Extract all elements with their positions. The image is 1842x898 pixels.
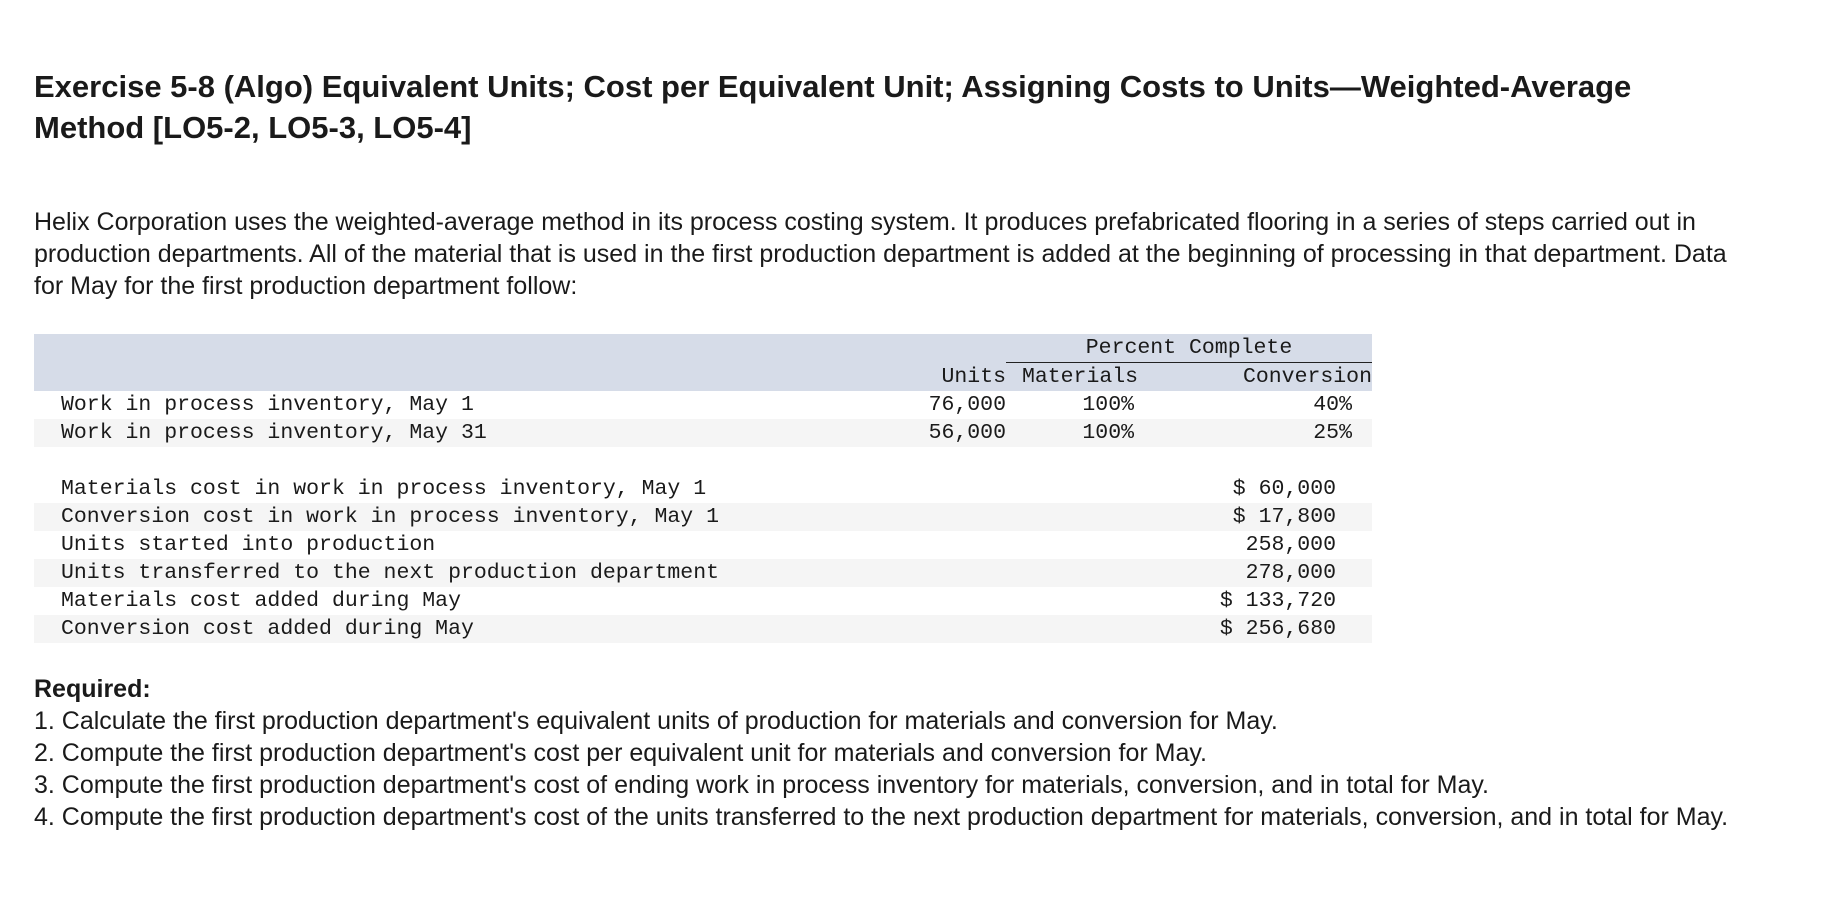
row-value: $ 17,800: [1154, 503, 1372, 531]
units-column-header: Units: [896, 362, 1006, 391]
required-item: 4. Compute the first production departme…: [34, 803, 1729, 831]
row-value: 278,000: [1154, 559, 1372, 587]
exercise-content: Exercise 5-8 (Algo) Equivalent Units; Co…: [34, 66, 1794, 833]
table-header-row-1: Percent Complete: [34, 334, 1372, 363]
row-label: Units started into production: [61, 533, 436, 557]
row-label: Materials cost added during May: [61, 589, 461, 613]
data-table: Percent Complete Units Materials Convers…: [34, 334, 1372, 643]
row-label: Units transferred to the next production…: [34, 559, 1154, 587]
table-row: Materials cost in work in process invent…: [34, 475, 1372, 503]
table-header-row-2: Units Materials Conversion: [34, 362, 1372, 391]
row-label: Work in process inventory, May 1: [61, 393, 474, 417]
table-row: Units transferred to the next production…: [34, 559, 1372, 587]
required-item: 2. Compute the first production departme…: [34, 739, 1207, 767]
conversion-column-header: Conversion: [1154, 362, 1372, 391]
materials-percent: 100%: [1006, 419, 1154, 447]
row-value: 258,000: [1245, 533, 1336, 557]
row-label: Materials cost in work in process invent…: [61, 477, 707, 501]
required-item: 1. Calculate the first production depart…: [34, 707, 1278, 735]
table-row: Conversion cost added during May $ 256,6…: [34, 615, 1372, 643]
units-value: 56,000: [896, 419, 1006, 447]
units-value: 76,000: [928, 393, 1006, 417]
row-label: Work in process inventory, May 31: [34, 419, 896, 447]
conversion-percent: 25%: [1154, 419, 1372, 447]
row-label: Conversion cost added during May: [34, 615, 1154, 643]
required-item: 3. Compute the first production departme…: [34, 771, 1490, 799]
row-value: $ 60,000: [1232, 477, 1336, 501]
table-row: Units started into production 258,000: [34, 531, 1372, 559]
row-value: $ 133,720: [1219, 589, 1336, 613]
problem-intro: Helix Corporation uses the weighted-aver…: [34, 208, 1727, 300]
table-spacer: [34, 447, 1372, 475]
required-title: Required:: [34, 675, 151, 703]
table-row: Work in process inventory, May 1 76,000 …: [34, 391, 1372, 419]
row-value: $ 256,680: [1154, 615, 1372, 643]
table-row: Work in process inventory, May 31 56,000…: [34, 419, 1372, 447]
materials-percent: 100%: [1082, 393, 1134, 417]
required-section: Required: 1. Calculate the first product…: [34, 673, 1754, 833]
materials-column-header: Materials: [1006, 362, 1154, 391]
exercise-title: Exercise 5-8 (Algo) Equivalent Units; Co…: [34, 69, 1632, 145]
row-label: Conversion cost in work in process inven…: [34, 503, 1154, 531]
table-row: Conversion cost in work in process inven…: [34, 503, 1372, 531]
percent-complete-header: Percent Complete: [1006, 334, 1372, 363]
table-row: Materials cost added during May $ 133,72…: [34, 587, 1372, 615]
conversion-percent: 40%: [1313, 393, 1352, 417]
